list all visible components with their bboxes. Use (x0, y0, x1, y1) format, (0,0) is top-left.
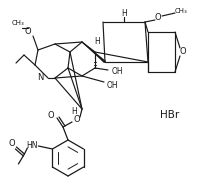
Text: HN: HN (26, 141, 38, 150)
Text: H: H (71, 108, 77, 117)
Text: H: H (121, 9, 126, 18)
Text: O: O (154, 13, 161, 22)
Polygon shape (82, 42, 105, 63)
Text: OH: OH (106, 80, 117, 89)
Text: O: O (8, 140, 15, 148)
Text: HBr: HBr (160, 110, 179, 120)
Text: CH₃: CH₃ (174, 8, 186, 14)
Text: CH₃: CH₃ (12, 20, 24, 26)
Text: O: O (179, 47, 185, 56)
Text: O: O (73, 114, 80, 123)
Text: H: H (94, 37, 99, 46)
Text: OH: OH (111, 68, 122, 76)
Text: N: N (37, 73, 43, 81)
Text: O: O (25, 26, 31, 36)
Text: O: O (47, 111, 54, 119)
